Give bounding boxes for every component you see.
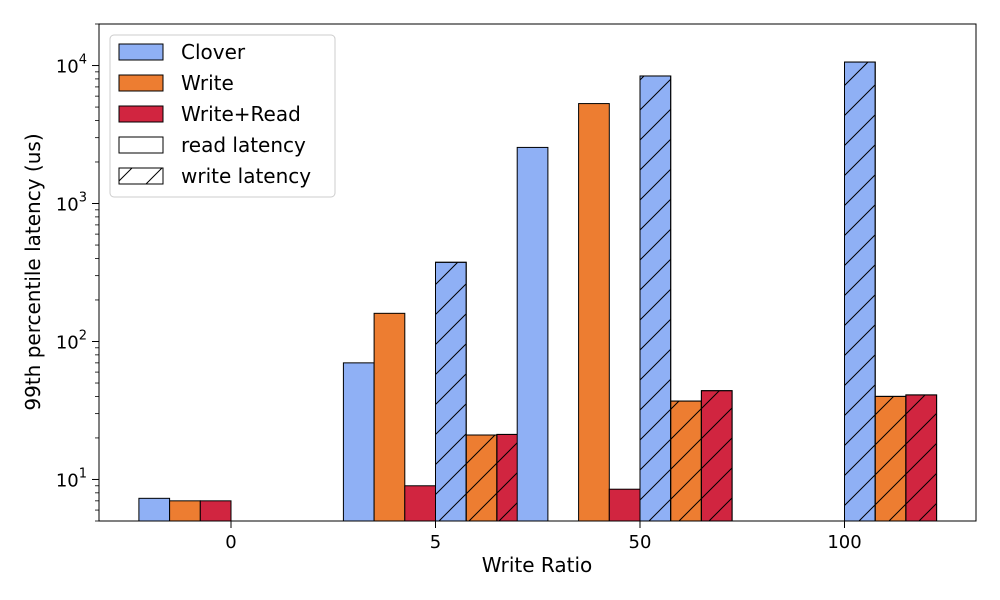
x-tick-label: 0 [225,532,236,553]
bar-write-write-100-hatch [874,395,907,522]
bars-group [138,61,938,522]
legend-frame [109,34,336,198]
x-tick-label: 50 [629,532,652,553]
legend-swatch-clover [118,43,164,61]
y-tick-label: 102 [56,328,87,353]
legend-label-clover: Clover [181,40,246,64]
y-tick-label: 104 [56,53,87,78]
bar-write-read-read-0 [199,500,232,522]
bar-clover-read-5 [342,362,375,522]
legend-swatch-hatch [118,167,164,185]
legend-label-write: Write [181,71,234,95]
bar-write-read-0 [169,500,201,522]
bar-write-read-read-50 [608,488,641,522]
legend-label-write-read: Write+Read [181,102,301,126]
x-axis: 0 5 50 100 [225,521,862,553]
bar-clover-write-100-hatch [844,61,876,522]
bar-extra-clover-50 [516,146,549,522]
bar-write-read-50 [578,103,610,522]
x-tick-label: 5 [430,532,441,553]
bar-write-read-5 [373,312,406,522]
y-axis-label: 99th percentile latency (us) [21,133,45,410]
legend-label-read-latency: read latency [181,133,306,157]
plot-frame [98,23,977,522]
legend: Clover Write Write+Read read latency write l… [109,34,336,198]
legend-label-write-latency: write latency [181,164,311,188]
x-tick-label: 100 [827,532,861,553]
y-tick-label: 103 [56,191,87,216]
legend-swatch-write [118,74,164,92]
bar-write-write-50-hatch [670,400,702,522]
bar-clover-write-50-hatch [639,75,672,522]
legend-swatch-read-latency [118,136,164,154]
bar-write-read-write-100-hatch [905,394,938,522]
y-axis: 101 102 103 104 [56,23,99,522]
bar-clover-write-5-hatch [435,261,467,522]
bar-write-read-read-5 [404,485,436,522]
bar-clover-read-0 [138,497,171,522]
legend-swatch-write-read [118,105,164,123]
y-tick-label: 101 [56,466,87,491]
bar-write-write-5-hatch [465,434,498,522]
bar-write-read-write-50-hatch [700,390,733,522]
x-axis-label: Write Ratio [482,553,593,577]
